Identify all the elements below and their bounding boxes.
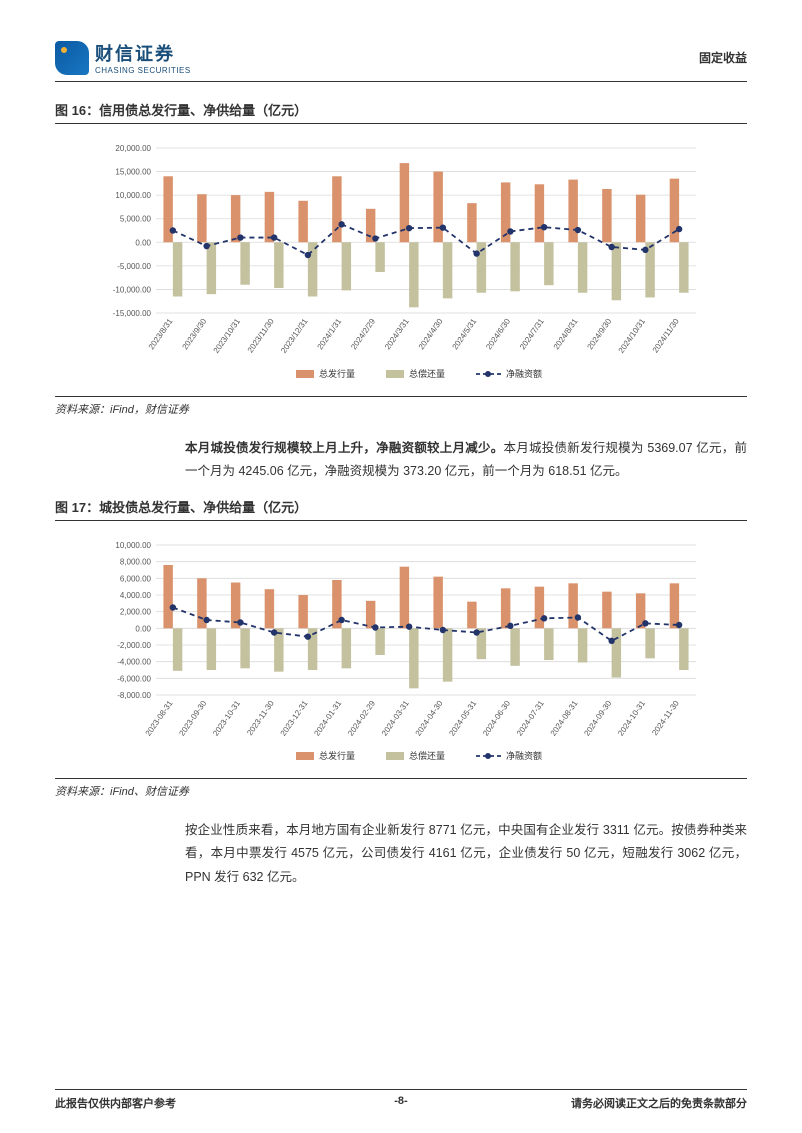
- paragraph-1-bold: 本月城投债发行规模较上月上升，净融资额较上月减少。: [185, 441, 504, 455]
- svg-text:10,000.00: 10,000.00: [115, 541, 151, 550]
- svg-text:2024-01-31: 2024-01-31: [312, 699, 343, 738]
- svg-text:2023/8/31: 2023/8/31: [147, 317, 175, 352]
- svg-text:0.00: 0.00: [135, 238, 151, 247]
- svg-text:2024-09-30: 2024-09-30: [582, 699, 613, 738]
- svg-text:2024-10-31: 2024-10-31: [616, 699, 647, 738]
- logo-mark-icon: [55, 41, 89, 75]
- svg-text:2023/12/31: 2023/12/31: [279, 317, 310, 355]
- company-logo: 财信证券 CHASING SECURITIES: [55, 40, 191, 75]
- figure-16-title: 图 16：信用债总发行量、净供给量（亿元）: [55, 100, 747, 124]
- figure-16-source: 资料来源：iFind，财信证券: [55, 396, 747, 417]
- svg-text:2024-05-31: 2024-05-31: [447, 699, 478, 738]
- svg-text:2024-08-31: 2024-08-31: [549, 699, 580, 738]
- svg-text:0.00: 0.00: [135, 625, 151, 634]
- svg-text:2024-06-30: 2024-06-30: [481, 699, 512, 738]
- figure-17-chart: -8,000.00 -6,000.00 -4,000.00 -2,000.00 0.00…: [55, 527, 747, 774]
- svg-text:2023-08-31: 2023-08-31: [144, 699, 175, 738]
- svg-text:2024-11-30: 2024-11-30: [650, 699, 681, 738]
- figure-17-title: 图 17：城投债总发行量、净供给量（亿元）: [55, 497, 747, 521]
- svg-text:2024/11/30: 2024/11/30: [651, 317, 681, 355]
- footer-left: 此报告仅供内部客户参考: [55, 1095, 176, 1111]
- svg-text:20,000.00: 20,000.00: [115, 144, 151, 153]
- paragraph-2: 按企业性质来看，本月地方国有企业新发行 8771 亿元，中央国有企业发行 331…: [185, 819, 747, 888]
- svg-text:-15,000.00: -15,000.00: [113, 309, 152, 318]
- svg-text:-8,000.00: -8,000.00: [117, 691, 151, 700]
- svg-text:2024/5/31: 2024/5/31: [450, 317, 478, 352]
- svg-text:净融资额: 净融资额: [506, 368, 542, 379]
- svg-text:-6,000.00: -6,000.00: [117, 675, 151, 684]
- svg-text:2023/10/31: 2023/10/31: [212, 317, 243, 355]
- svg-text:2024/10/31: 2024/10/31: [617, 317, 648, 355]
- svg-text:2023-11-30: 2023-11-30: [245, 699, 276, 738]
- svg-text:2024/1/31: 2024/1/31: [315, 317, 343, 352]
- svg-text:2,000.00: 2,000.00: [120, 608, 152, 617]
- svg-text:2024-04-30: 2024-04-30: [414, 699, 445, 738]
- figure-16-chart: -15,000.00 -10,000.00 -5,000.00 0.00 5,000.0…: [55, 130, 747, 392]
- svg-text:总发行量: 总发行量: [319, 368, 355, 379]
- svg-text:-4,000.00: -4,000.00: [117, 658, 151, 667]
- svg-text:2024/6/30: 2024/6/30: [484, 317, 512, 352]
- footer-right: 请务必阅读正文之后的免责条款部分: [571, 1095, 747, 1111]
- svg-text:2024/9/30: 2024/9/30: [585, 317, 613, 352]
- svg-text:6,000.00: 6,000.00: [120, 575, 152, 584]
- svg-text:2024/4/30: 2024/4/30: [417, 317, 445, 352]
- svg-text:总发行量: 总发行量: [319, 750, 355, 761]
- svg-text:-5,000.00: -5,000.00: [117, 262, 151, 271]
- page-header: 财信证券 CHASING SECURITIES 固定收益: [55, 40, 747, 82]
- svg-text:2023-10-31: 2023-10-31: [211, 699, 242, 738]
- doc-category: 固定收益: [699, 49, 747, 66]
- svg-text:2023/11/30: 2023/11/30: [246, 317, 276, 355]
- svg-text:2024/2/29: 2024/2/29: [349, 317, 377, 352]
- paragraph-1: 本月城投债发行规模较上月上升，净融资额较上月减少。本月城投债新发行规模为 536…: [185, 437, 747, 483]
- svg-text:-2,000.00: -2,000.00: [117, 641, 151, 650]
- svg-text:10,000.00: 10,000.00: [115, 191, 151, 200]
- svg-text:2024-03-31: 2024-03-31: [380, 699, 411, 738]
- company-name-en: CHASING SECURITIES: [95, 66, 191, 75]
- svg-text:4,000.00: 4,000.00: [120, 591, 152, 600]
- svg-text:2023-09-30: 2023-09-30: [177, 699, 208, 738]
- svg-text:2023/9/30: 2023/9/30: [180, 317, 208, 352]
- footer-page-number: -8-: [394, 1095, 407, 1107]
- svg-text:2024-02-29: 2024-02-29: [346, 699, 377, 738]
- svg-text:净融资额: 净融资额: [506, 750, 542, 761]
- page-footer: 此报告仅供内部客户参考 -8- 请务必阅读正文之后的免责条款部分: [55, 1089, 747, 1111]
- svg-text:2024/3/31: 2024/3/31: [383, 317, 411, 352]
- company-name-cn: 财信证券: [95, 40, 191, 66]
- svg-text:总偿还量: 总偿还量: [409, 368, 445, 379]
- svg-text:2024/7/31: 2024/7/31: [518, 317, 546, 352]
- svg-text:15,000.00: 15,000.00: [115, 168, 151, 177]
- figure-17-source: 资料来源：iFind、财信证券: [55, 778, 747, 799]
- svg-text:2024/8/31: 2024/8/31: [552, 317, 580, 352]
- svg-text:8,000.00: 8,000.00: [120, 558, 152, 567]
- svg-text:5,000.00: 5,000.00: [120, 215, 152, 224]
- svg-text:2024-07-31: 2024-07-31: [515, 699, 546, 738]
- svg-text:-10,000.00: -10,000.00: [113, 285, 152, 294]
- svg-text:2023-12-31: 2023-12-31: [279, 699, 310, 738]
- svg-text:总偿还量: 总偿还量: [409, 750, 445, 761]
